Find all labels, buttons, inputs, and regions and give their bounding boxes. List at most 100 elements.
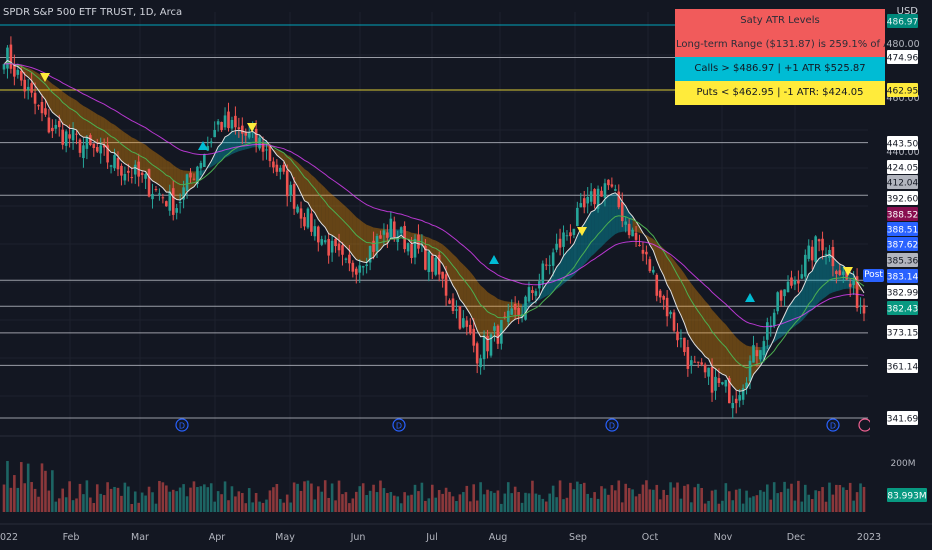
candle-107 <box>372 231 375 260</box>
time-axis-label-2: Mar <box>131 532 149 543</box>
candle-129 <box>448 298 451 305</box>
volume-bar-41 <box>144 495 147 512</box>
ribbon-seg-94 <box>325 187 329 234</box>
time-axis[interactable]: 2022 Feb Mar Apr May Jun Jul Aug Sep Oct Nov Dec 202… <box>0 523 932 543</box>
candle-body-152 <box>527 287 531 302</box>
candle-body-245 <box>848 283 852 287</box>
candle-225 <box>779 289 783 307</box>
candle-119 <box>413 234 417 265</box>
volume-bar-188 <box>652 489 655 512</box>
ribbon-seg-201 <box>694 288 699 349</box>
candle-body-215 <box>745 382 748 388</box>
candle-218 <box>755 342 759 367</box>
candle-body-225 <box>779 290 783 301</box>
candle-21 <box>75 130 78 145</box>
ribbon-seg-26 <box>90 109 94 141</box>
ribbon-seg-237 <box>819 256 823 303</box>
time-axis-label-7: Aug <box>489 532 508 543</box>
signal-marker-down-3 <box>843 267 853 276</box>
candle-body-230 <box>797 280 800 284</box>
volume-bar-47 <box>165 485 168 512</box>
candle-body-68 <box>237 127 241 130</box>
candle-173 <box>600 186 603 197</box>
candle-body-108 <box>375 236 379 252</box>
candle-75 <box>261 136 265 161</box>
volume-bar-227 <box>786 488 790 512</box>
volume-bar-120 <box>417 491 420 512</box>
time-axis-label-4: May <box>275 532 295 543</box>
candle-34 <box>120 163 123 186</box>
volume-bar-75 <box>261 502 265 512</box>
candle-body-77 <box>268 146 272 162</box>
volume-bar-53 <box>185 496 189 512</box>
volume-bar-211 <box>731 500 735 512</box>
candle-2 <box>9 36 13 74</box>
candle-137 <box>475 341 479 374</box>
candle-body-99 <box>344 258 348 260</box>
candle-body-7 <box>26 86 30 90</box>
volume-bar-180 <box>624 483 627 512</box>
candle-body-122 <box>424 245 427 270</box>
volume-bar-212 <box>734 489 738 512</box>
ribbon-seg-184 <box>636 221 640 233</box>
candle-236 <box>817 238 821 252</box>
candle-215 <box>745 377 748 395</box>
candle-body-149 <box>517 307 520 315</box>
volume-bar-9 <box>33 488 37 512</box>
volume-bar-140 <box>486 489 489 512</box>
volume-bar-104 <box>361 483 365 512</box>
dividend-icon-label-3: D <box>830 422 836 431</box>
volume-bar-131 <box>455 501 458 512</box>
ribbon-seg-96 <box>332 194 336 238</box>
candle-body-197 <box>683 337 686 353</box>
volume-bar-176 <box>610 485 614 512</box>
candle-body-44 <box>154 189 158 191</box>
volume-bar-197 <box>683 485 686 512</box>
candle-body-98 <box>341 245 344 255</box>
ribbon-seg-32 <box>111 122 115 153</box>
candle-body-57 <box>199 162 203 169</box>
candle-172 <box>596 185 600 213</box>
volume-bar-8 <box>30 482 33 512</box>
volume-bar-193 <box>669 482 672 512</box>
candle-body-194 <box>672 312 676 331</box>
ribbon-seg-21 <box>73 98 77 130</box>
candle-118 <box>410 236 413 264</box>
volume-bar-145 <box>503 493 507 512</box>
candle-body-184 <box>638 244 641 246</box>
candle-body-52 <box>182 187 185 200</box>
candle-164 <box>569 224 572 244</box>
candle-38 <box>133 160 137 184</box>
volume-bar-18 <box>64 497 68 512</box>
ribbon-seg-171 <box>591 210 595 257</box>
candle-247 <box>855 268 859 312</box>
price-tag-1 <box>887 50 918 64</box>
candle-121 <box>420 234 424 253</box>
volume-bar-178 <box>617 480 621 512</box>
volume-bar-138 <box>479 482 482 512</box>
candle-body-92 <box>320 239 324 245</box>
candle-10 <box>37 104 40 110</box>
candle-body-10 <box>37 105 40 107</box>
volume-bar-218 <box>755 495 759 512</box>
candle-body-125 <box>434 257 438 275</box>
candle-7 <box>26 79 30 100</box>
volume-bar-73 <box>254 493 258 512</box>
candle-body-3 <box>13 64 16 77</box>
candle-body-89 <box>310 213 313 232</box>
ribbon-seg-146 <box>504 301 509 331</box>
ema-slow-line <box>3 63 865 328</box>
ribbon-seg-25 <box>86 107 91 139</box>
volume-bar-61 <box>213 501 216 512</box>
dividend-icon-3 <box>826 418 840 432</box>
candle-body-102 <box>354 268 358 275</box>
volume-bar-38 <box>133 491 137 512</box>
volume-bar-224 <box>776 493 779 512</box>
candle-224 <box>776 291 779 315</box>
volume-bar-241 <box>835 484 838 512</box>
candle-body-48 <box>168 191 172 211</box>
volume-bar-60 <box>209 483 213 512</box>
candle-61 <box>213 121 216 138</box>
candle-body-223 <box>772 312 776 326</box>
volume-bar-185 <box>641 484 645 512</box>
